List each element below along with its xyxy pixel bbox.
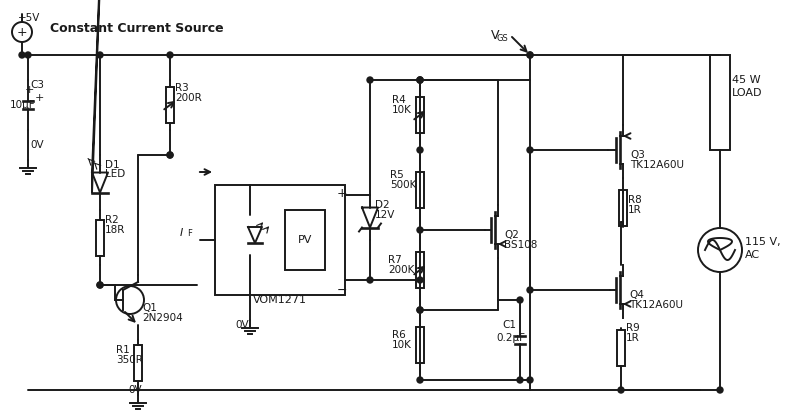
Text: R3: R3	[175, 83, 189, 93]
Circle shape	[717, 387, 723, 393]
Text: R1: R1	[116, 345, 129, 355]
Text: 0V: 0V	[30, 140, 44, 150]
Text: R2: R2	[105, 215, 119, 225]
Text: 350R: 350R	[116, 355, 143, 365]
Text: 0V: 0V	[235, 320, 248, 330]
Text: 18R: 18R	[105, 225, 125, 235]
Circle shape	[367, 277, 373, 283]
Circle shape	[517, 377, 523, 383]
Text: PV: PV	[298, 235, 312, 245]
Text: D2: D2	[375, 200, 390, 210]
Circle shape	[527, 52, 533, 58]
Text: −: −	[337, 283, 348, 297]
Circle shape	[417, 77, 423, 83]
Text: TK12A60U: TK12A60U	[629, 300, 683, 310]
Text: 0V: 0V	[128, 385, 141, 395]
Bar	[134, 344, 142, 381]
Bar	[416, 252, 424, 288]
Circle shape	[97, 282, 103, 288]
Circle shape	[417, 277, 423, 283]
Text: I: I	[180, 228, 183, 238]
Circle shape	[167, 52, 173, 58]
Circle shape	[97, 52, 103, 58]
Circle shape	[367, 77, 373, 83]
Text: V: V	[491, 28, 499, 42]
Text: Q2: Q2	[504, 230, 519, 240]
Text: 500K: 500K	[390, 180, 416, 190]
Circle shape	[417, 227, 423, 233]
Circle shape	[527, 52, 533, 58]
Circle shape	[417, 307, 423, 313]
Text: 0.2μF: 0.2μF	[496, 333, 525, 343]
Text: TK12A60U: TK12A60U	[630, 160, 684, 170]
Circle shape	[417, 307, 423, 313]
Text: Constant Current Source: Constant Current Source	[50, 21, 224, 35]
Text: R4: R4	[392, 95, 406, 105]
Text: +: +	[25, 85, 34, 95]
Text: R7: R7	[388, 255, 402, 265]
Text: 200R: 200R	[175, 93, 202, 103]
Circle shape	[417, 77, 423, 83]
Text: 200K: 200K	[388, 265, 415, 275]
Text: 10K: 10K	[392, 340, 411, 350]
Text: +: +	[17, 26, 27, 38]
Circle shape	[517, 297, 523, 303]
Circle shape	[527, 287, 533, 293]
Text: 45 W: 45 W	[732, 75, 761, 85]
Text: BS108: BS108	[504, 240, 538, 250]
Text: 1R: 1R	[626, 333, 640, 343]
Text: C3: C3	[30, 80, 44, 90]
Text: +: +	[337, 187, 348, 199]
Text: D1: D1	[105, 160, 120, 170]
Circle shape	[167, 152, 173, 158]
Text: R9: R9	[626, 323, 640, 333]
Text: Q3: Q3	[630, 150, 645, 160]
Bar	[710, 55, 730, 150]
Text: GS: GS	[496, 33, 508, 42]
Circle shape	[25, 52, 31, 58]
Bar	[416, 327, 424, 363]
Bar	[166, 87, 174, 123]
Circle shape	[417, 77, 423, 83]
Bar	[617, 330, 625, 366]
Circle shape	[167, 152, 173, 158]
Text: 2N2904: 2N2904	[142, 313, 183, 323]
Bar	[215, 185, 345, 295]
Circle shape	[527, 147, 533, 153]
Text: R5: R5	[390, 170, 403, 180]
Circle shape	[618, 387, 624, 393]
Text: 115 V,: 115 V,	[745, 237, 781, 247]
Bar	[416, 97, 424, 133]
Circle shape	[19, 52, 25, 58]
Bar	[285, 210, 325, 270]
Text: Q4: Q4	[629, 290, 644, 300]
Text: 12V: 12V	[375, 210, 396, 220]
Text: Q1: Q1	[142, 303, 157, 313]
Text: R8: R8	[628, 195, 642, 205]
Text: +: +	[35, 93, 45, 103]
Text: AC: AC	[745, 250, 760, 260]
Text: LED: LED	[105, 169, 125, 179]
Text: +5V: +5V	[18, 13, 41, 23]
Text: 10K: 10K	[392, 105, 411, 115]
Circle shape	[417, 377, 423, 383]
Text: 1R: 1R	[628, 205, 642, 215]
Bar	[619, 190, 627, 226]
Circle shape	[527, 377, 533, 383]
Circle shape	[417, 147, 423, 153]
Text: 10μF: 10μF	[10, 100, 36, 110]
Bar	[96, 220, 104, 255]
Bar	[416, 172, 424, 208]
Text: VOM1271: VOM1271	[253, 295, 307, 305]
Circle shape	[97, 282, 103, 288]
Text: LOAD: LOAD	[732, 88, 762, 98]
Text: F: F	[187, 229, 192, 237]
Text: C1: C1	[502, 320, 516, 330]
Text: R6: R6	[392, 330, 406, 340]
